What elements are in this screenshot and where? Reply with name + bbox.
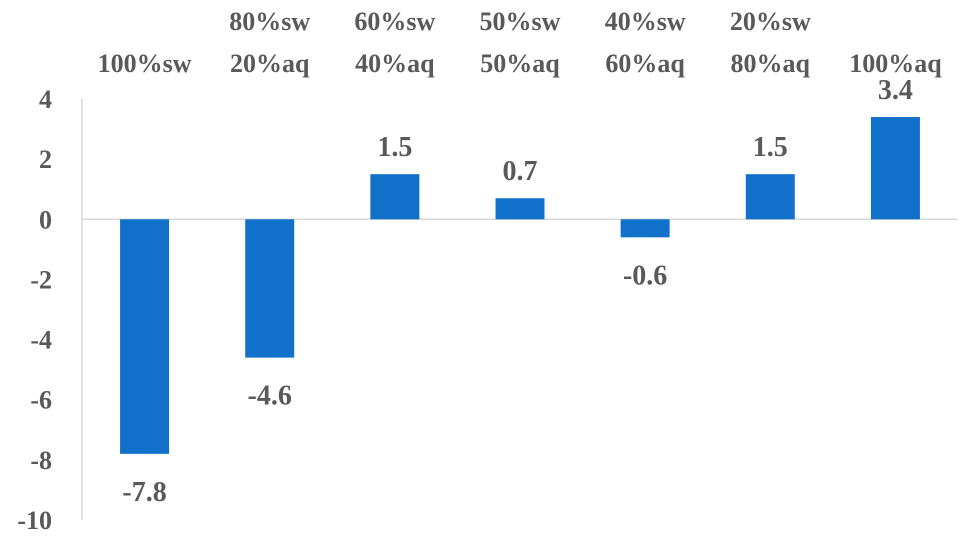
category-labels: 100%sw 80%sw 20%aq 60%sw 40%aq 50%sw 50%aq 40%s… [98,7,943,78]
data-label: -0.6 [623,260,667,291]
bars [120,117,920,454]
category-label: 80%sw [229,7,310,36]
data-label: -7.8 [122,477,166,508]
category-label: 60%sw [354,7,435,36]
category-label: 40%aq [355,49,435,78]
data-label: 1.5 [377,132,412,163]
y-tick-label: 0 [39,205,52,234]
category-label: 80%aq [731,49,811,78]
category-label: 40%sw [605,7,686,36]
y-tick-label: -6 [30,386,52,415]
bar [870,117,920,220]
data-labels: -7.8 -4.6 1.5 0.7 -0.6 1.5 3.4 [122,75,913,508]
y-tick-label: 2 [39,145,52,174]
category-label: 20%sw [730,7,811,36]
bar [120,219,170,454]
y-tick-label: 4 [39,85,52,114]
data-label: 1.5 [753,132,788,163]
bar [620,219,670,238]
y-tick-label: -2 [30,265,52,294]
category-label: 100%aq [849,49,942,78]
category-label: 100%sw [98,49,192,78]
bar [370,174,420,220]
bar [495,198,545,220]
category-label: 60%aq [605,49,685,78]
category-label: 50%sw [480,7,561,36]
data-label: -4.6 [248,381,292,412]
bar [745,174,795,220]
y-axis: 4 2 0 -2 -4 -6 -8 -10 [17,85,52,535]
category-label: 20%aq [230,49,310,78]
data-label: 3.4 [878,75,913,106]
category-label: 50%aq [480,49,560,78]
y-tick-label: -8 [30,446,52,475]
data-label: 0.7 [503,156,538,187]
bar [245,219,295,358]
y-tick-label: -4 [30,326,52,355]
y-tick-label: -10 [17,506,52,535]
